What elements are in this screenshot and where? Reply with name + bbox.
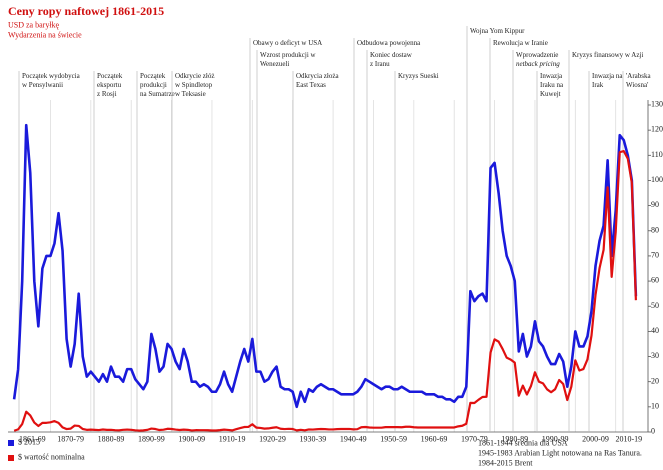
annotation: Początek wydobycia	[22, 72, 81, 80]
annotation: Kryzys finansowy w Azji	[572, 51, 643, 59]
y-tick-label: 30	[651, 351, 659, 360]
annotation: Odkrycie złóż	[175, 72, 214, 80]
annotation: Iraku na	[540, 81, 564, 89]
x-tick-label: 2010-19	[616, 435, 643, 444]
x-tick-label: 1910-19	[219, 435, 246, 444]
y-tick-label: 90	[651, 200, 659, 209]
y-tick-label: 60	[651, 276, 659, 285]
annotation: na Sumatrze	[140, 90, 175, 98]
annotation: w Spindletop	[175, 81, 213, 89]
annotation: Wenezueli	[260, 60, 289, 68]
note: 1861-1944 średnia dla USA	[478, 439, 568, 448]
y-tick-label: 50	[651, 301, 659, 310]
x-tick-label: 1960-69	[421, 435, 448, 444]
series-line	[12, 123, 638, 409]
x-tick-label: 1980-89	[501, 435, 528, 444]
y-tick-label: 120	[651, 125, 663, 134]
chart-subtitle: Wydarzenia na świecie	[8, 31, 82, 40]
annotation: Wzrost produkcji w	[260, 51, 317, 59]
annotation: East Texas	[296, 81, 326, 89]
annotation: w Teksasie	[175, 90, 206, 98]
x-tick-label: 1950-59	[380, 435, 407, 444]
y-tick-label: 10	[651, 401, 659, 410]
x-tick-label: 1880-89	[98, 435, 125, 444]
annotation: Rewolucja w Iranie	[493, 39, 548, 47]
legend-label: $ wartość nominalna	[18, 453, 85, 462]
note: 1945-1983 Arabian Light notowana na Ras …	[478, 449, 642, 458]
x-tick-label: 2000-09	[582, 435, 609, 444]
annotation: Wojna Yom Kippur	[470, 27, 525, 35]
annotation: Odbudowa powojenna	[357, 39, 421, 47]
annotation: Inwazja	[540, 72, 563, 80]
y-tick-label: 0	[651, 427, 655, 436]
chart-subtitle: USD za baryłkę	[8, 21, 60, 30]
x-tick-label: 1970-79	[461, 435, 488, 444]
chart-title: Ceny ropy naftowej 1861-2015	[8, 4, 164, 18]
annotation: w Pensylwanii	[22, 81, 63, 89]
series-line	[13, 150, 637, 432]
y-tick-label: 40	[651, 326, 659, 335]
x-tick-label: 1861-69	[19, 435, 46, 444]
legend-swatch	[8, 440, 14, 446]
annotation: Inwazja na	[592, 72, 623, 80]
annotation: z Rosji	[97, 90, 117, 98]
annotation: Obawy o deficyt w USA	[253, 39, 322, 47]
x-tick-label: 1870-79	[57, 435, 84, 444]
annotation: Irak	[592, 81, 604, 89]
annotation: 'Arabska	[626, 72, 651, 80]
y-tick-label: 130	[651, 100, 663, 109]
legend-label: $ 2015	[18, 438, 40, 447]
annotation: Wprowadzenie	[516, 51, 558, 59]
x-tick-label: 1920-29	[259, 435, 286, 444]
annotation: eksportu	[97, 81, 122, 89]
annotation: Początek	[140, 72, 166, 80]
y-tick-label: 100	[651, 175, 663, 184]
annotation: Koniec dostaw	[370, 51, 413, 59]
legend-swatch	[8, 455, 14, 461]
annotation: Początek	[97, 72, 123, 80]
y-tick-label: 80	[651, 225, 659, 234]
x-tick-label: 1990-99	[542, 435, 569, 444]
x-tick-label: 1940-49	[340, 435, 367, 444]
y-tick-label: 70	[651, 251, 659, 260]
annotation: Odkrycia złoża	[296, 72, 339, 80]
note: 1984-2015 Brent	[478, 459, 533, 468]
annotation: netback pricing	[516, 60, 560, 68]
annotation: Kryzys Sueski	[398, 72, 439, 80]
x-tick-label: 1900-09	[178, 435, 205, 444]
annotation: z Iranu	[370, 60, 390, 68]
y-tick-label: 110	[651, 150, 663, 159]
y-tick-label: 20	[651, 376, 659, 385]
annotation: produkcji	[140, 81, 167, 89]
x-tick-label: 1890-99	[138, 435, 165, 444]
x-tick-label: 1930-39	[300, 435, 327, 444]
annotation: Wiosna'	[626, 81, 648, 89]
annotation: Kuwejt	[540, 90, 561, 98]
